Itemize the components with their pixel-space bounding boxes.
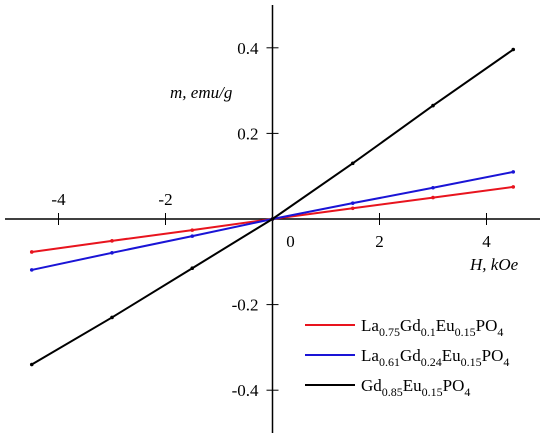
y-tick-label: 0.4	[237, 39, 259, 58]
y-tick-label: -0.2	[232, 296, 259, 315]
x-tick-label: -4	[51, 190, 66, 209]
y-tick-label: -0.4	[232, 381, 259, 400]
x-tick-label: -2	[158, 190, 172, 209]
data-point	[350, 201, 355, 205]
data-point	[270, 217, 275, 221]
data-point	[190, 266, 195, 271]
data-point	[511, 47, 516, 52]
data-point	[431, 103, 435, 108]
legend-label: La0.75Gd0.1Eu0.15PO4	[361, 316, 503, 339]
data-point	[190, 234, 195, 238]
x-tick-label: 0	[286, 232, 295, 251]
data-point	[511, 185, 516, 189]
data-point	[350, 206, 355, 211]
data-point	[110, 251, 114, 255]
legend-label: La0.61Gd0.24Eu0.15PO4	[361, 346, 509, 369]
data-point	[431, 185, 435, 190]
data-point	[350, 161, 355, 166]
x-tick-label: 2	[375, 232, 384, 251]
data-point	[511, 170, 516, 174]
data-point	[29, 268, 34, 272]
data-point	[431, 195, 435, 200]
legend-label: Gd0.85Eu0.15PO4	[361, 376, 470, 399]
y-axis-label: m, emu/g	[170, 83, 232, 102]
data-point	[190, 228, 195, 232]
data-point	[110, 239, 114, 243]
data-point	[29, 250, 34, 254]
data-point	[29, 362, 34, 367]
x-tick-label: 4	[482, 232, 491, 251]
y-tick-label: 0.2	[237, 124, 258, 143]
x-axis-label: H, kOe	[469, 255, 519, 274]
data-point	[110, 315, 114, 320]
